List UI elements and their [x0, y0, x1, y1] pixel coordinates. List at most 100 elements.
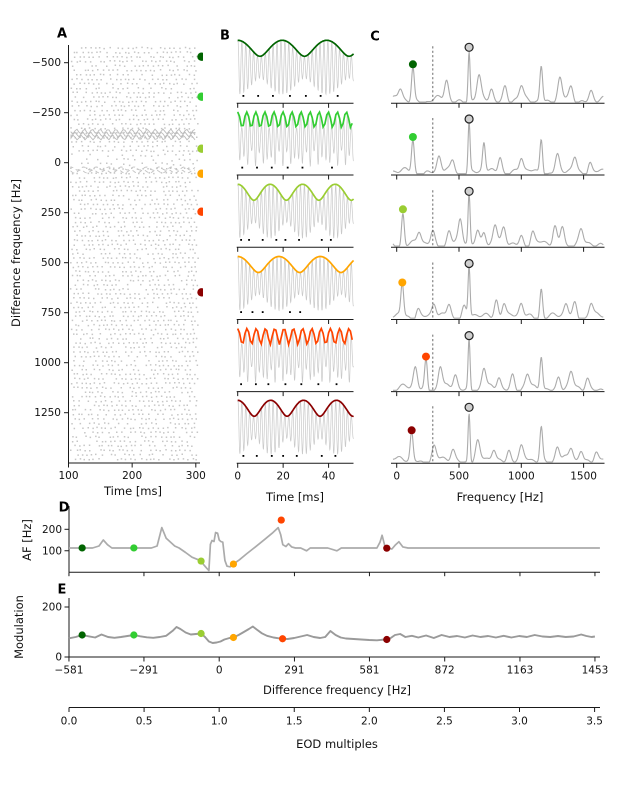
e-xtick-label: 581 — [359, 665, 379, 677]
a-ytick-label: 250 — [41, 207, 61, 219]
spectrum-df-plus-650 — [392, 413, 604, 463]
carrier-wave-df-plus-55 — [237, 255, 354, 312]
spike-dot — [336, 95, 339, 97]
axis-label-e-y: Modulation — [12, 595, 26, 659]
modulation-point-df-plus-650 — [383, 635, 391, 644]
af-peak-marker-df-plus-55 — [398, 278, 407, 287]
panel-e-modulation-plot: 0 200 −581 −291 0 291 581 872 1163 1453 — [42, 598, 608, 677]
spike-dot — [251, 311, 254, 313]
spike-dot — [267, 383, 270, 386]
e-xtick-label: 872 — [435, 665, 455, 677]
raster-wavy-dashed-band — [70, 169, 196, 174]
af-peak-marker-df-plus-245 — [421, 352, 430, 361]
spike-dot — [240, 383, 243, 386]
raster-wavy-dashed-band — [70, 166, 196, 171]
eod-tick-label: 1.5 — [286, 716, 303, 728]
panel-label-d: D — [58, 500, 70, 516]
eod-tick-label: 0.5 — [136, 716, 153, 728]
spike-dot — [254, 383, 257, 386]
af-point-df-plus-245 — [277, 516, 285, 524]
raster-wavy-band — [70, 131, 196, 139]
eod-peak-marker — [464, 186, 474, 196]
af-curve — [69, 526, 600, 572]
a-xtick-label: 200 — [122, 470, 142, 482]
af-point-df-plus-650 — [383, 544, 391, 552]
a-ytick-label: 0 — [54, 157, 61, 169]
spectrum-df-minus-530 — [392, 51, 604, 103]
modulation-point-df-minus-330 — [130, 631, 138, 639]
condition-marker-df-minus-330 — [197, 92, 203, 101]
condition-marker-df-plus-245 — [197, 207, 203, 216]
spike-dot — [241, 166, 244, 169]
spike-dot — [301, 166, 304, 169]
spectrum-df-minus-70 — [392, 193, 604, 247]
af-point-df-minus-530 — [78, 544, 86, 552]
condition-marker-df-plus-55 — [197, 169, 203, 178]
e-xtick-label: 1163 — [507, 665, 534, 677]
spike-dot — [289, 311, 291, 313]
e-xtick-label: 1453 — [582, 665, 609, 677]
a-ytick-label: 500 — [41, 257, 61, 269]
axis-label-b-x: Time [ms] — [266, 490, 324, 504]
e-ytick-label: 200 — [42, 602, 62, 614]
spectrum-df-minus-330 — [393, 121, 604, 175]
spike-dot — [275, 239, 278, 241]
eod-tick-label: 0.0 — [61, 716, 78, 728]
panel-label-b: B — [220, 28, 230, 44]
condition-marker-df-plus-650 — [197, 288, 203, 297]
axis-label-c-x: Frequency [Hz] — [456, 490, 544, 504]
spike-dot — [284, 383, 287, 386]
a-xtick-label: 300 — [186, 470, 206, 482]
spike-dot — [334, 455, 337, 457]
af-peak-marker-df-minus-330 — [408, 133, 417, 141]
panel-c-spectra: 0 500 1000 1500 — [391, 42, 605, 482]
c-xtick-label: 1000 — [508, 470, 535, 482]
eod-peak-marker — [464, 258, 474, 269]
carrier-wave-df-plus-245 — [237, 327, 354, 384]
modulation-point-df-plus-245 — [278, 635, 287, 643]
panel-d-af-plot: 100 200 — [42, 506, 600, 577]
axis-label-a-x: Time [ms] — [104, 484, 162, 498]
b-xtick-label: 20 — [276, 470, 289, 482]
a-ytick-label: −500 — [32, 57, 61, 69]
d-ytick-label: 100 — [42, 545, 62, 557]
modulation-point-df-minus-530 — [78, 631, 86, 639]
modulation-point-df-minus-70 — [197, 629, 205, 638]
af-peak-marker-df-minus-530 — [408, 60, 417, 69]
spike-dot — [320, 455, 323, 457]
spike-dot — [319, 95, 322, 97]
carrier-wave-df-plus-650 — [237, 399, 354, 455]
am-envelope-df-plus-245 — [236, 326, 354, 348]
spike-dot — [329, 239, 332, 241]
eod-peak-marker — [464, 42, 474, 52]
axis-label-e-x: Difference frequency [Hz] — [263, 683, 411, 697]
eod-peak-marker — [464, 114, 474, 124]
condition-marker-df-minus-70 — [197, 144, 203, 153]
panel-b-waveforms: 0 20 40 — [234, 39, 355, 482]
spike-dot — [300, 383, 303, 386]
panel-label-e: E — [57, 582, 67, 598]
a-ytick-label: −250 — [32, 107, 61, 119]
panel-label-a: A — [56, 26, 68, 42]
spike-dot — [320, 239, 323, 241]
eod-tick-label: 2.5 — [436, 716, 453, 728]
condition-marker-df-minus-530 — [197, 52, 203, 61]
eod-peak-marker — [464, 331, 474, 341]
raster-dots — [69, 46, 199, 461]
axis-label-eod-x: EOD multiples — [296, 737, 378, 751]
spike-dot — [295, 455, 298, 457]
eod-tick-label: 1.0 — [211, 716, 228, 728]
modulation-point-df-plus-55 — [229, 633, 238, 642]
spike-dot — [257, 95, 260, 97]
panel-a-raster-plot: −500 −250 0 250 500 750 1000 1250 100 200 300 — [32, 45, 206, 482]
spike-dot — [298, 239, 300, 241]
a-ytick-label: 1250 — [34, 407, 61, 419]
spike-dot — [299, 311, 302, 313]
af-point-df-minus-330 — [130, 544, 138, 552]
spike-dot — [270, 455, 273, 457]
eod-tick-label: 3.0 — [511, 716, 528, 728]
c-xtick-label: 1500 — [570, 470, 597, 482]
a-xtick-label: 100 — [58, 470, 78, 482]
